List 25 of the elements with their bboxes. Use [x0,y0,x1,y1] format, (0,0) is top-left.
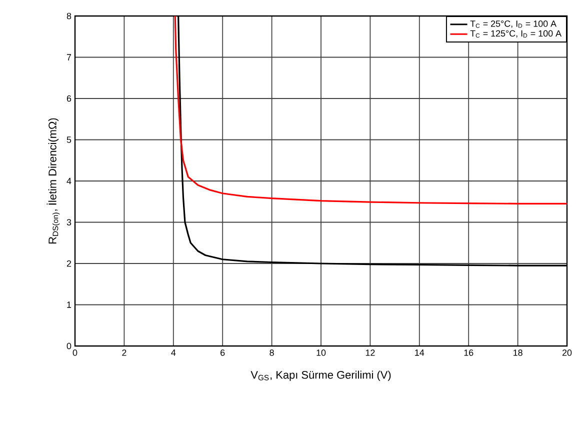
y-axis-title: R$_{DS(on)}$, İletim Direnci(mΩ) [46,118,60,244]
y-tick-label: 6 [66,95,72,102]
x-tick-label: 12 [366,350,375,356]
x-tick-label: 6 [220,350,225,356]
y-tick-label: 5 [66,136,72,143]
legend-label: T$_{C}$ = 125°C, I$_{D}$ = 100 A [470,30,562,38]
legend-label: T$_{C}$ = 25°C, I$_{D}$ = 100 A [470,20,557,28]
x-axis-title: V$_{GS}$, Kapı Sürme Gerilimi (V) [250,370,391,381]
x-tick-label: 2 [122,350,126,356]
y-tick-label: 2 [66,260,72,267]
y-tick-label: 7 [66,54,72,60]
x-tick-label: 8 [270,350,274,356]
x-tick-label: 18 [514,350,522,356]
y-tick-label: 1 [67,302,72,308]
x-tick-label: 16 [464,350,474,356]
y-tick-label: 0 [66,342,72,350]
x-tick-label: 20 [562,350,572,356]
y-tick-label: 4 [66,178,72,184]
x-tick-label: 10 [316,350,326,356]
x-tick-label: 4 [171,350,176,356]
x-tick-label: 14 [415,350,424,356]
x-tick-label: 0 [72,350,78,356]
y-tick-label: 8 [66,12,72,20]
y-tick-label: 3 [66,219,72,226]
line-series [174,16,568,204]
